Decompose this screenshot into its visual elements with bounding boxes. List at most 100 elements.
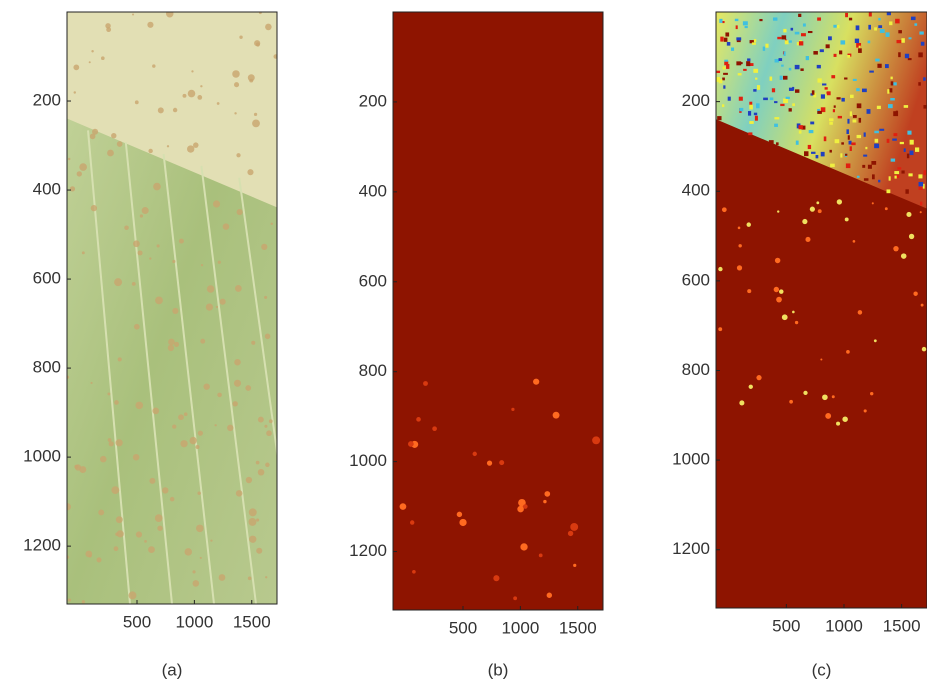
spot xyxy=(248,508,257,517)
spot xyxy=(567,530,574,537)
spot xyxy=(189,436,197,445)
spot xyxy=(217,260,221,264)
speckle xyxy=(863,154,868,157)
speckle xyxy=(721,104,725,108)
spot xyxy=(265,23,272,31)
spot xyxy=(135,401,144,410)
spot xyxy=(133,240,140,248)
spot xyxy=(187,89,196,98)
y-tick-label: 1000 xyxy=(23,447,61,466)
speckle xyxy=(904,53,910,59)
speckle xyxy=(909,150,914,156)
speckle xyxy=(903,105,909,108)
spot xyxy=(802,218,808,225)
spot xyxy=(423,381,428,386)
spot xyxy=(155,296,163,305)
spot xyxy=(100,455,107,463)
speckle xyxy=(878,179,881,183)
speckle xyxy=(834,139,840,144)
speckle xyxy=(849,111,853,117)
speckle xyxy=(794,89,800,93)
speckle xyxy=(878,17,881,21)
spot xyxy=(236,209,243,216)
speckle xyxy=(829,149,832,153)
spot xyxy=(139,214,143,218)
spot xyxy=(822,394,828,401)
speckle xyxy=(722,21,725,24)
speckle xyxy=(783,28,787,33)
spot xyxy=(154,514,163,523)
spot xyxy=(235,490,243,497)
spot xyxy=(169,496,175,502)
speckle xyxy=(724,61,729,66)
speckle xyxy=(753,89,757,92)
speckle xyxy=(810,121,815,125)
y-tick-label: 1200 xyxy=(23,536,61,555)
spot xyxy=(264,333,271,340)
speckle xyxy=(813,92,817,98)
speckle xyxy=(792,103,795,107)
spot xyxy=(178,414,184,421)
spot xyxy=(76,171,82,177)
speckle xyxy=(772,17,778,21)
spot xyxy=(187,145,195,153)
speckle xyxy=(753,38,757,43)
y-tick-label: 200 xyxy=(682,91,710,110)
speckle xyxy=(876,105,881,110)
spot xyxy=(893,245,899,252)
spot xyxy=(738,244,742,248)
speckle xyxy=(737,73,742,76)
spot xyxy=(200,85,203,88)
speckle xyxy=(866,109,871,114)
y-tick-label: 400 xyxy=(359,181,387,200)
spot xyxy=(265,576,268,579)
speckle xyxy=(899,141,904,145)
spot xyxy=(172,307,179,314)
spot xyxy=(546,592,553,598)
speckle xyxy=(831,75,836,79)
spot xyxy=(245,385,252,391)
speckle xyxy=(771,88,776,93)
spot xyxy=(522,504,528,509)
speckle xyxy=(885,32,890,37)
speckle xyxy=(833,24,838,28)
spot xyxy=(105,23,111,29)
speckle xyxy=(918,82,921,86)
heatmap xyxy=(393,12,603,610)
speckle xyxy=(790,27,794,31)
spot xyxy=(131,281,136,286)
spot xyxy=(816,201,820,205)
spot xyxy=(908,233,915,240)
x-tick-label: 1500 xyxy=(883,616,921,635)
speckle xyxy=(805,56,810,61)
spot xyxy=(133,323,140,330)
speckle xyxy=(923,77,926,81)
speckle xyxy=(815,154,819,159)
speckle xyxy=(894,175,900,178)
speckle xyxy=(759,18,763,22)
speckle xyxy=(748,132,753,136)
speckle xyxy=(781,35,787,40)
speckle xyxy=(726,63,730,69)
spot xyxy=(857,310,863,315)
speckle xyxy=(852,119,857,123)
spot xyxy=(252,119,260,128)
speckle xyxy=(783,51,786,56)
speckle xyxy=(720,36,724,42)
speckle xyxy=(845,163,851,169)
spot xyxy=(81,600,86,604)
speckle xyxy=(892,82,897,86)
spot xyxy=(115,439,123,447)
x-tick-label: 1000 xyxy=(501,618,539,637)
x-tick-label: 1000 xyxy=(175,612,213,631)
speckle xyxy=(743,68,747,71)
vein xyxy=(162,153,215,604)
spot xyxy=(144,540,147,543)
spot xyxy=(233,379,242,387)
spot xyxy=(459,518,467,527)
spot xyxy=(270,222,274,226)
speckle xyxy=(839,50,843,55)
speckle xyxy=(897,167,902,170)
y-tick-label: 800 xyxy=(682,360,710,379)
y-tick-label: 1200 xyxy=(349,541,387,560)
